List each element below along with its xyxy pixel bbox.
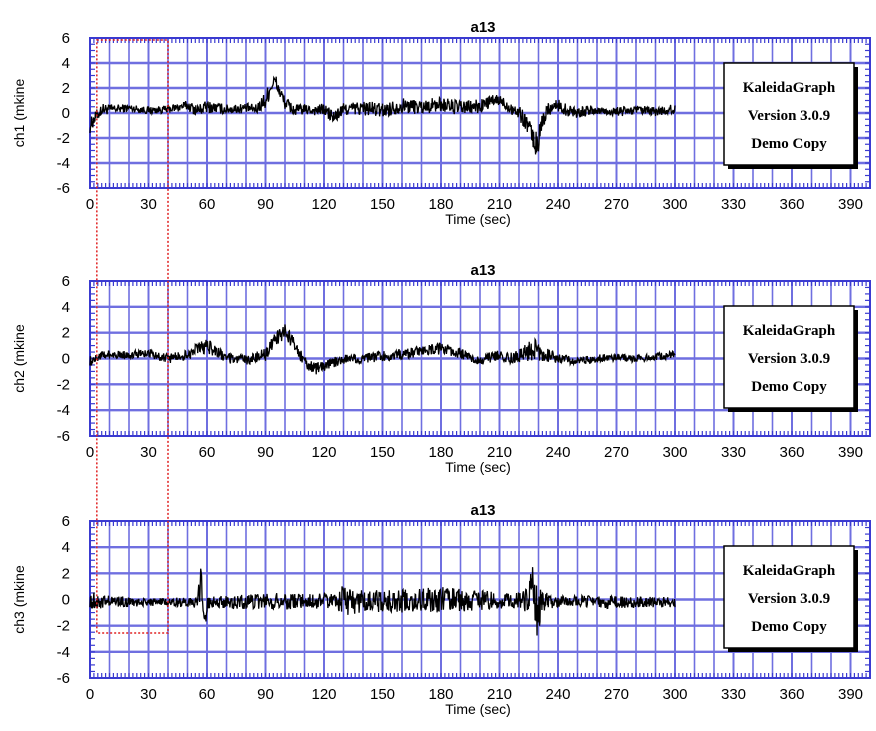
x-tick-label: 90 [257,196,274,213]
watermark-box: KaleidaGraph Version 3.0.9 Demo Copy [723,62,858,169]
watermark-line: Version 3.0.9 [748,108,830,124]
x-tick-label: 30 [140,196,157,213]
y-tick-label: 6 [62,30,70,47]
y-tick-label: 2 [62,80,70,97]
y-tick-label: 2 [62,325,70,342]
x-tick-label: 240 [545,444,570,461]
x-tick-label: 210 [487,444,512,461]
x-tick-label: 30 [140,686,157,703]
chart-title: a13 [470,502,495,519]
y-tick-label: 6 [62,513,70,530]
y-tick-label: 4 [62,539,70,556]
plot-frame [89,37,871,189]
watermark-panel [723,62,855,166]
y-tick-label: -2 [57,130,70,147]
x-tick-label: 390 [838,686,863,703]
x-tick-label: 0 [86,196,94,213]
x-axis-label: Time (sec) [445,701,511,717]
x-tick-label: 60 [199,196,216,213]
y-tick-label: -2 [57,618,70,635]
y-tick-label: 0 [62,592,70,609]
x-tick-label: 270 [604,444,629,461]
y-axis-label: ch1 (mkine [11,79,27,148]
x-axis-label: Time (sec) [445,459,511,475]
watermark-line: KaleidaGraph [743,563,836,579]
watermark-line: KaleidaGraph [743,323,836,339]
x-axis-label: Time (sec) [445,211,511,227]
x-tick-label: 330 [721,444,746,461]
watermark-panel [723,545,855,649]
watermark-box: KaleidaGraph Version 3.0.9 Demo Copy [723,545,858,652]
x-tick-label: 390 [838,444,863,461]
x-tick-label: 0 [86,686,94,703]
x-tick-label: 120 [311,196,336,213]
y-tick-label: -4 [57,155,70,172]
x-tick-label: 270 [604,196,629,213]
y-axis-label: ch3 (mkine [11,565,27,634]
x-tick-label: 120 [311,444,336,461]
x-tick-label: 180 [428,196,453,213]
x-tick-label: 210 [487,196,512,213]
y-tick-label: 4 [62,299,70,316]
x-tick-label: 390 [838,196,863,213]
x-tick-label: 180 [428,686,453,703]
selection-rectangle[interactable] [96,39,169,634]
x-tick-label: 360 [779,196,804,213]
watermark-line: Demo Copy [751,136,827,152]
watermark-line: KaleidaGraph [743,80,836,96]
x-tick-label: 300 [662,444,687,461]
x-tick-label: 30 [140,444,157,461]
watermark-box: KaleidaGraph Version 3.0.9 Demo Copy [723,305,858,412]
x-tick-label: 150 [370,686,395,703]
watermark-panel [723,305,855,409]
x-tick-label: 270 [604,686,629,703]
x-tick-label: 180 [428,444,453,461]
y-axis-label: ch2 (mkine [11,324,27,393]
x-tick-label: 330 [721,686,746,703]
y-tick-label: -4 [57,644,70,661]
y-tick-label: 4 [62,55,70,72]
x-tick-label: 240 [545,686,570,703]
y-tick-label: -6 [57,180,70,197]
y-tick-label: -2 [57,376,70,393]
x-tick-label: 330 [721,196,746,213]
x-tick-label: 150 [370,196,395,213]
chart-title: a13 [470,19,495,36]
watermark-line: Demo Copy [751,379,827,395]
x-tick-label: 60 [199,444,216,461]
x-tick-label: 90 [257,686,274,703]
chart-title: a13 [470,262,495,279]
watermark-line: Version 3.0.9 [748,591,830,607]
y-tick-label: 6 [62,273,70,290]
x-tick-label: 240 [545,196,570,213]
y-tick-label: -4 [57,402,70,419]
data-series-line [89,324,676,375]
y-tick-label: -6 [57,670,70,687]
watermark-line: Version 3.0.9 [748,351,830,367]
x-tick-label: 210 [487,686,512,703]
y-tick-label: -6 [57,428,70,445]
x-tick-label: 300 [662,686,687,703]
x-tick-label: 0 [86,444,94,461]
x-tick-label: 120 [311,686,336,703]
x-tick-label: 150 [370,444,395,461]
x-tick-label: 90 [257,444,274,461]
y-tick-label: 2 [62,565,70,582]
data-series-line [89,75,676,155]
x-tick-label: 360 [779,686,804,703]
y-tick-label: 0 [62,351,70,368]
x-tick-label: 360 [779,444,804,461]
x-tick-label: 60 [199,686,216,703]
watermark-line: Demo Copy [751,619,827,635]
y-tick-label: 0 [62,105,70,122]
data-series-line [89,567,676,636]
x-tick-label: 300 [662,196,687,213]
